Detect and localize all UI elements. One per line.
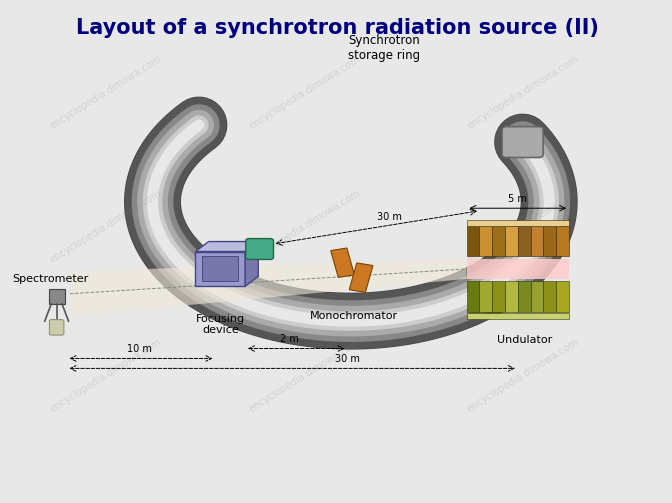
- Bar: [492, 281, 505, 312]
- Polygon shape: [349, 263, 373, 292]
- Bar: [544, 281, 556, 312]
- Bar: [466, 259, 569, 279]
- Bar: [556, 281, 569, 312]
- Bar: [466, 313, 569, 319]
- Text: Monochromator: Monochromator: [310, 311, 398, 321]
- Text: encyclopedia.dimowa.com: encyclopedia.dimowa.com: [247, 54, 362, 131]
- Polygon shape: [245, 241, 258, 286]
- Text: encyclopedia.dimowa.com: encyclopedia.dimowa.com: [465, 54, 581, 131]
- Text: 10 m: 10 m: [127, 345, 152, 355]
- Bar: [479, 281, 492, 312]
- Bar: [492, 226, 505, 257]
- Text: encyclopedia.dimowa.com: encyclopedia.dimowa.com: [247, 188, 362, 265]
- FancyBboxPatch shape: [246, 238, 274, 260]
- Text: Layout of a synchrotron radiation source (II): Layout of a synchrotron radiation source…: [76, 18, 599, 38]
- Bar: [202, 257, 239, 281]
- Bar: [531, 226, 544, 257]
- Bar: [505, 226, 518, 257]
- Text: 5 m: 5 m: [508, 194, 528, 204]
- Bar: [479, 226, 492, 257]
- Text: encyclopedia.dimowa.com: encyclopedia.dimowa.com: [247, 338, 362, 414]
- Bar: [466, 226, 479, 257]
- FancyBboxPatch shape: [49, 319, 64, 335]
- Bar: [518, 281, 531, 312]
- Bar: [518, 226, 531, 257]
- Text: encyclopedia.dimowa.com: encyclopedia.dimowa.com: [48, 188, 164, 265]
- Bar: [531, 281, 544, 312]
- FancyBboxPatch shape: [502, 127, 543, 157]
- Text: encyclopedia.dimowa.com: encyclopedia.dimowa.com: [48, 338, 164, 414]
- Bar: [544, 226, 556, 257]
- Text: 30 m: 30 m: [377, 212, 402, 222]
- Text: Synchrotron
storage ring: Synchrotron storage ring: [348, 35, 420, 62]
- Polygon shape: [70, 259, 466, 316]
- Bar: [466, 220, 569, 226]
- Bar: [48, 289, 65, 304]
- Bar: [556, 226, 569, 257]
- Text: Undulator: Undulator: [497, 334, 552, 345]
- Polygon shape: [331, 248, 354, 277]
- Text: 30 m: 30 m: [335, 355, 360, 364]
- Text: Spectrometer: Spectrometer: [12, 274, 88, 284]
- Bar: [466, 281, 479, 312]
- Text: Focusing
device: Focusing device: [196, 314, 245, 336]
- Text: encyclopedia.dimowa.com: encyclopedia.dimowa.com: [48, 54, 164, 131]
- Bar: [196, 252, 245, 286]
- Text: 2 m: 2 m: [280, 333, 299, 344]
- Text: encyclopedia.dimowa.com: encyclopedia.dimowa.com: [465, 338, 581, 414]
- Polygon shape: [196, 241, 258, 252]
- Bar: [505, 281, 518, 312]
- Text: encyclopedia.dimowa.com: encyclopedia.dimowa.com: [465, 188, 581, 265]
